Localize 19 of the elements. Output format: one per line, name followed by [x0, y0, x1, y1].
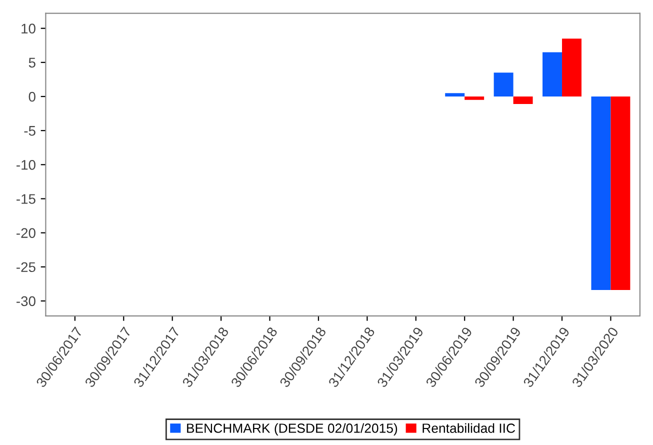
bar: [513, 96, 533, 104]
legend-label: BENCHMARK (DESDE 02/01/2015): [187, 423, 398, 436]
bar: [562, 38, 582, 96]
y-tick-label: -5: [24, 126, 36, 136]
y-tick-label: -20: [16, 228, 36, 238]
y-tick-label: 10: [22, 24, 36, 34]
bar: [464, 96, 484, 100]
bar: [591, 96, 611, 290]
y-tick-label: -25: [16, 262, 36, 272]
y-tick-label: -15: [16, 194, 36, 204]
bar: [542, 52, 562, 96]
y-tick-label: 5: [28, 58, 36, 68]
bar: [445, 93, 465, 96]
legend-label: Rentabilidad IIC: [422, 423, 516, 433]
bar: [494, 72, 514, 96]
y-tick-label: 0: [28, 92, 36, 102]
bar: [610, 96, 630, 290]
y-tick-label: -10: [16, 160, 36, 170]
y-tick-label: -30: [16, 296, 36, 306]
